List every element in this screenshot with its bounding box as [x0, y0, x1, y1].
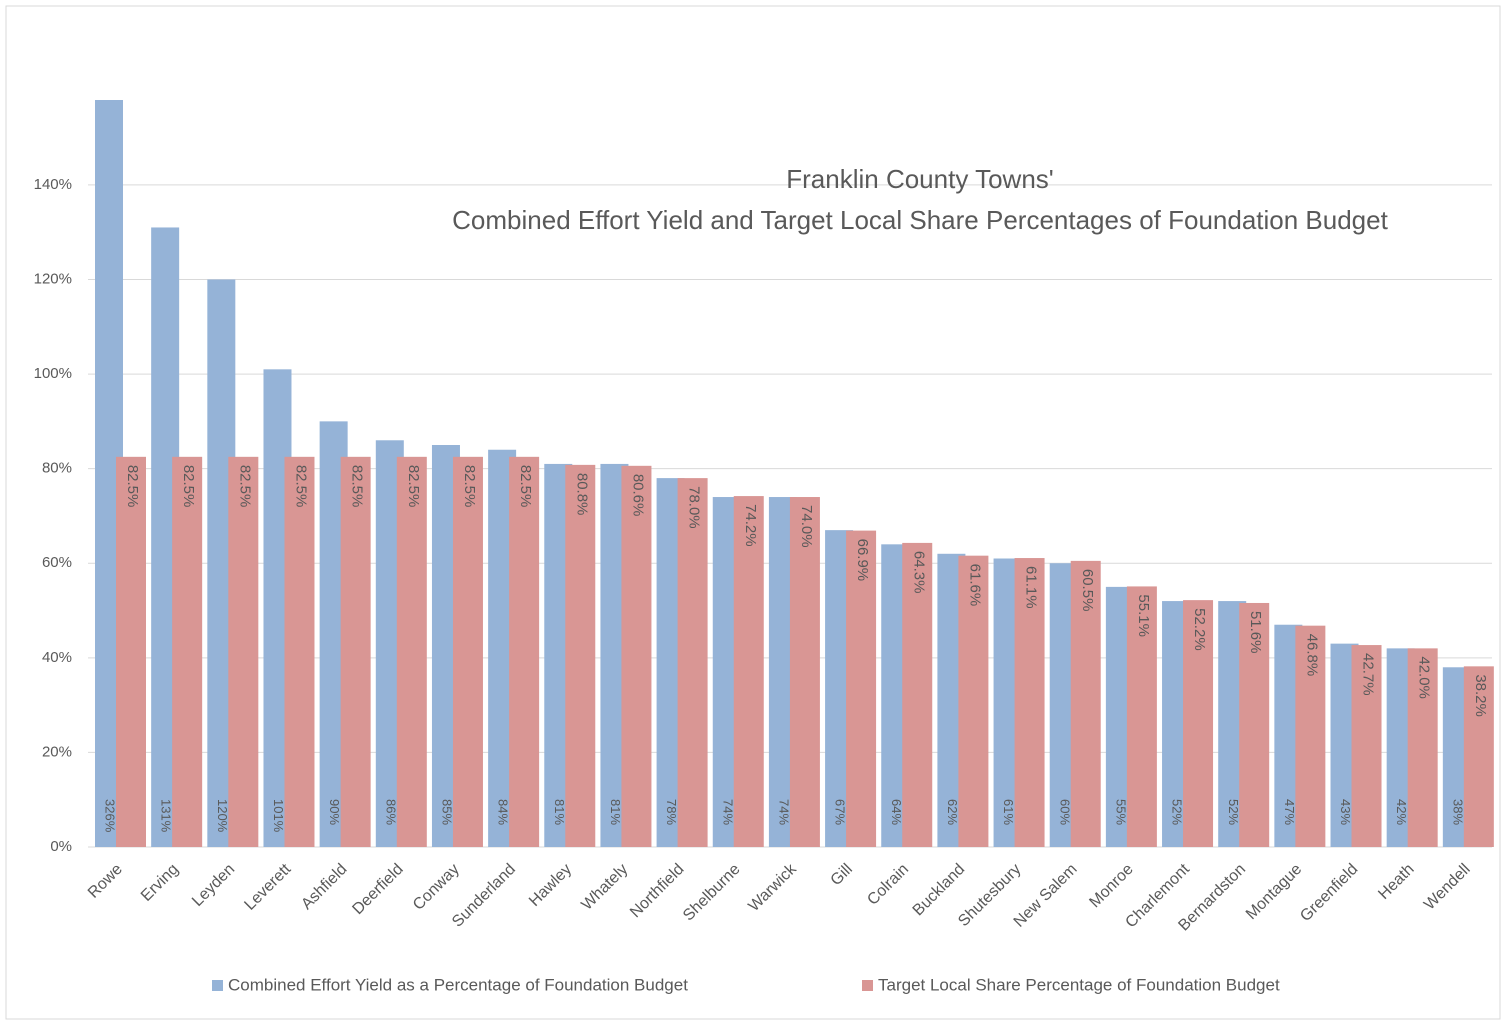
bar	[1126, 586, 1157, 847]
y-tick-label: 120%	[34, 270, 72, 287]
legend-swatch	[212, 980, 223, 991]
bar	[1070, 560, 1101, 847]
data-label: 42.7%	[1360, 653, 1377, 696]
bar	[902, 542, 933, 847]
data-label: 81%	[608, 799, 623, 825]
data-label: 61.6%	[966, 564, 983, 607]
bar	[509, 456, 540, 847]
y-tick-label: 40%	[42, 649, 72, 666]
data-label: 42%	[1394, 799, 1409, 825]
data-label: 82.5%	[293, 465, 310, 508]
data-label: 42.0%	[1416, 656, 1433, 699]
legend-label: Target Local Share Percentage of Foundat…	[878, 975, 1280, 994]
bar	[1183, 600, 1214, 847]
data-label: 66.9%	[854, 539, 871, 582]
bar	[846, 530, 877, 847]
data-label: 74.2%	[742, 504, 759, 547]
y-tick-label: 60%	[42, 554, 72, 571]
bar	[452, 456, 483, 847]
data-label: 82.5%	[236, 465, 253, 508]
data-label: 101%	[271, 799, 286, 833]
data-label: 131%	[159, 799, 174, 833]
chart-title: Franklin County Towns'	[786, 164, 1054, 194]
data-label: 38%	[1450, 799, 1465, 825]
y-tick-label: 20%	[42, 743, 72, 760]
data-label: 64%	[889, 799, 904, 825]
bar	[958, 555, 989, 847]
data-label: 82.5%	[124, 465, 141, 508]
data-label: 84%	[496, 799, 511, 825]
data-label: 90%	[327, 799, 342, 825]
legend-swatch	[862, 980, 873, 991]
bar	[1014, 558, 1045, 847]
bar	[228, 456, 259, 847]
data-label: 82.5%	[517, 465, 534, 508]
y-tick-label: 140%	[34, 176, 72, 193]
data-label: 46.8%	[1303, 634, 1320, 677]
bar	[1295, 625, 1326, 847]
chart-title: Combined Effort Yield and Target Local S…	[452, 205, 1388, 235]
data-label: 82.5%	[405, 465, 422, 508]
data-label: 82.5%	[349, 465, 366, 508]
data-label: 120%	[215, 799, 230, 833]
bar	[284, 456, 315, 847]
y-tick-label: 0%	[50, 838, 72, 855]
data-label: 82.5%	[461, 465, 478, 508]
bar	[733, 496, 764, 847]
bar	[1407, 648, 1438, 847]
bar	[1463, 666, 1494, 847]
data-label: 60%	[1057, 799, 1072, 825]
bar	[565, 464, 596, 847]
data-label: 85%	[440, 799, 455, 825]
legend-label: Combined Effort Yield as a Percentage of…	[228, 975, 688, 994]
data-label: 80.6%	[629, 474, 646, 517]
bar	[789, 497, 820, 847]
bar	[172, 456, 203, 847]
y-tick-label: 100%	[34, 365, 72, 382]
bar	[621, 465, 652, 847]
bar	[677, 478, 708, 847]
bar	[1351, 645, 1382, 847]
bar	[340, 456, 371, 847]
data-label: 52%	[1226, 799, 1241, 825]
data-label: 62%	[945, 799, 960, 825]
data-label: 74%	[720, 799, 735, 825]
data-label: 43%	[1338, 799, 1353, 825]
data-label: 61.1%	[1023, 566, 1040, 609]
data-label: 86%	[383, 799, 398, 825]
data-label: 74.0%	[798, 505, 815, 548]
data-label: 67%	[833, 799, 848, 825]
bar	[396, 456, 427, 847]
data-label: 51.6%	[1247, 611, 1264, 654]
bar	[116, 456, 146, 847]
data-label: 74%	[776, 799, 791, 825]
data-label: 61%	[1001, 799, 1016, 825]
data-label: 52%	[1170, 799, 1185, 825]
data-label: 78.0%	[686, 486, 703, 529]
data-label: 47%	[1282, 799, 1297, 825]
data-label: 80.8%	[573, 473, 590, 516]
data-label: 64.3%	[910, 551, 927, 594]
bar	[1239, 602, 1270, 847]
data-label: 81%	[552, 799, 567, 825]
data-label: 52.2%	[1191, 608, 1208, 651]
y-tick-label: 80%	[42, 460, 72, 477]
data-label: 326%	[103, 799, 118, 833]
data-label: 55.1%	[1135, 594, 1152, 637]
bars	[95, 100, 1494, 848]
data-label: 78%	[664, 799, 679, 825]
data-label: 38.2%	[1472, 674, 1489, 717]
data-label: 60.5%	[1079, 569, 1096, 612]
data-label: 55%	[1113, 799, 1128, 825]
data-label: 82.5%	[180, 465, 197, 508]
